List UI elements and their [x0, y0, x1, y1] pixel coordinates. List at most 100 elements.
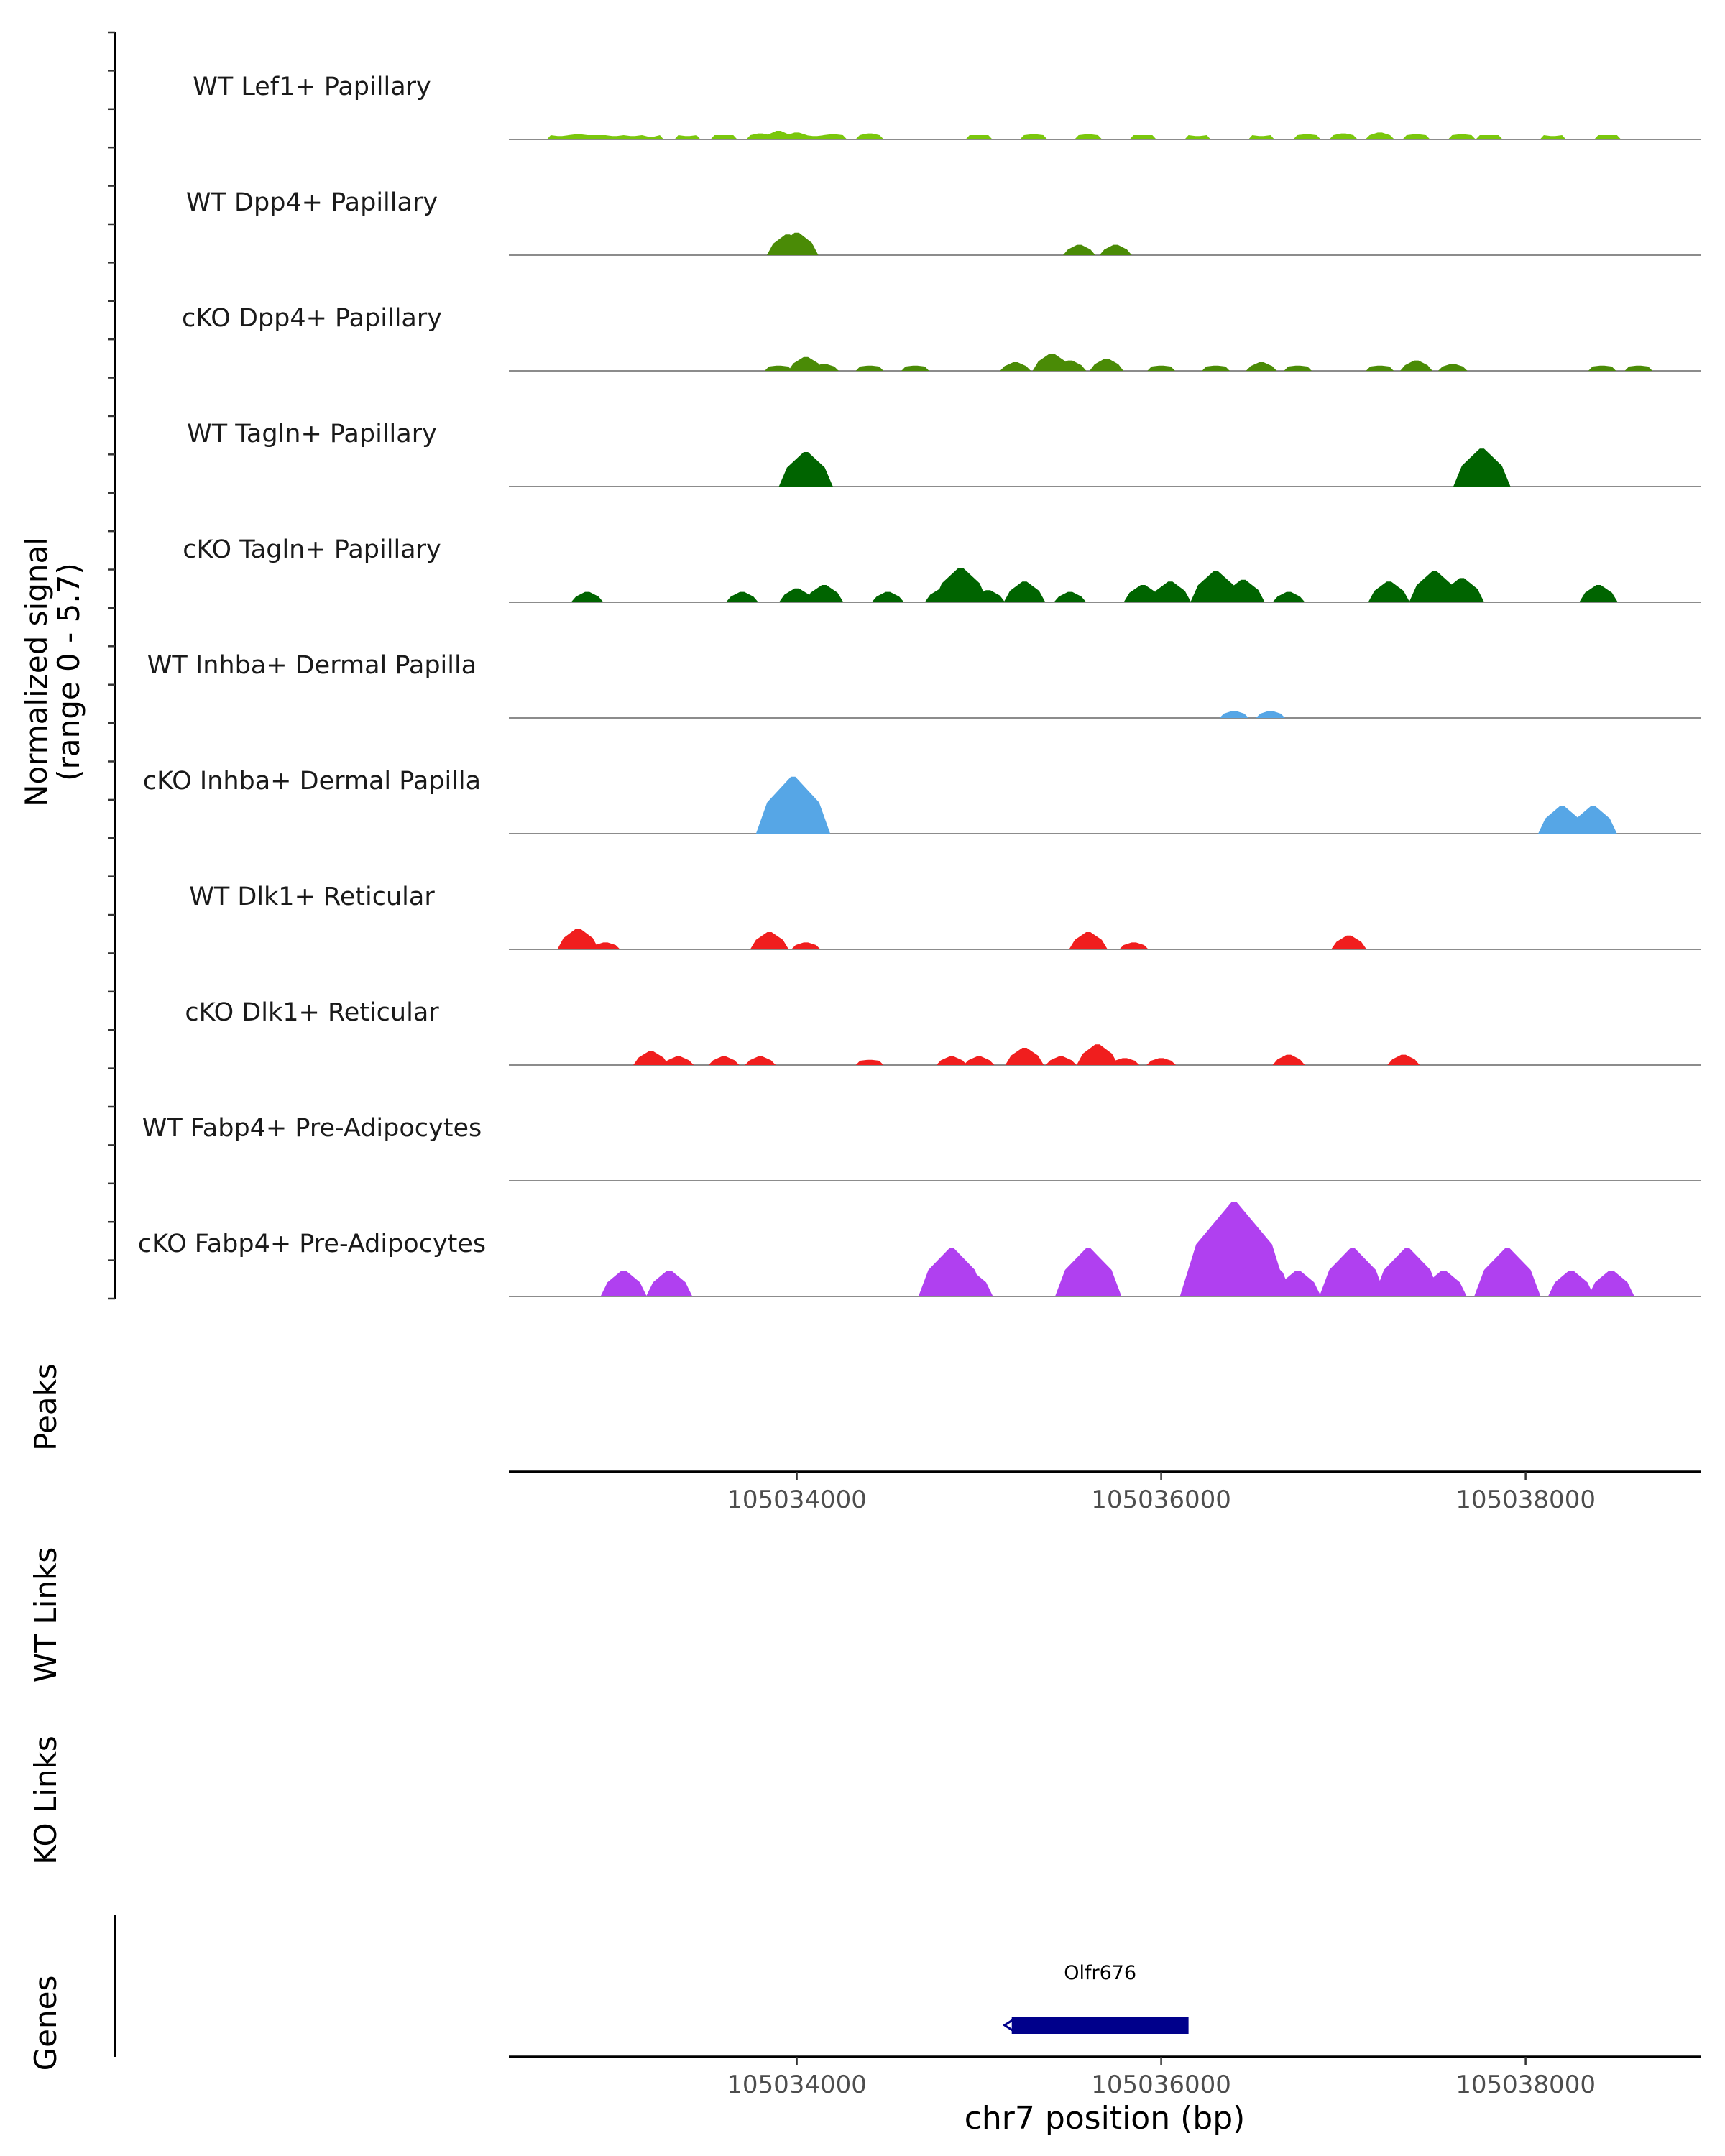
signal-peak	[1540, 135, 1566, 139]
track-label: cKO Dpp4+ Papillary	[182, 304, 442, 333]
signal-peak	[1365, 132, 1395, 139]
signal-peak	[1045, 1056, 1077, 1065]
peaks-x-tick-label: 105034000	[727, 1485, 867, 1514]
signal-peak	[775, 232, 819, 255]
signal-peak	[965, 135, 993, 139]
genes-x-tick-label: 105036000	[1091, 2070, 1231, 2099]
signal-peak	[1476, 135, 1503, 139]
signal-peak	[1624, 365, 1653, 371]
signal-peak	[1000, 362, 1031, 371]
signal-peak	[855, 1059, 884, 1065]
genes-x-tick-label: 105034000	[727, 2070, 867, 2099]
signal-peak	[726, 591, 758, 602]
track-label: cKO Inhba+ Dermal Papilla	[143, 767, 481, 796]
gene-strand-arrow	[1002, 2017, 1016, 2033]
signal-peak	[750, 932, 789, 949]
signal-peak	[1063, 244, 1095, 255]
genes-x-tick-label: 105038000	[1455, 2070, 1596, 2099]
signal-peak	[1331, 935, 1367, 949]
signal-peak	[934, 568, 988, 602]
signal-peak	[663, 1056, 694, 1065]
signal-peak	[1569, 806, 1617, 834]
track-label: WT Inhba+ Dermal Papilla	[147, 651, 477, 680]
signal-peak	[1293, 134, 1321, 139]
signal-peak	[791, 942, 821, 949]
signal-peak	[1119, 942, 1149, 949]
signal-peak	[1474, 1248, 1541, 1296]
signal-peak	[1329, 133, 1358, 139]
gene-label: Olfr676	[1064, 1962, 1136, 1984]
track-label: WT Dpp4+ Papillary	[186, 188, 438, 217]
track-6: cKO Inhba+ Dermal Papilla	[143, 767, 1701, 834]
track-5: WT Inhba+ Dermal Papilla	[147, 651, 1701, 719]
signal-peak	[1005, 1048, 1044, 1065]
signal-peak	[871, 591, 904, 602]
signal-peak	[755, 776, 831, 834]
signal-peak	[1129, 135, 1156, 139]
signal-peak	[1054, 360, 1087, 371]
track-label: WT Fabp4+ Pre-Adipocytes	[142, 1114, 482, 1143]
track-label: WT Tagln+ Papillary	[187, 420, 437, 448]
signal-peak	[1019, 134, 1048, 139]
track-label: cKO Dlk1+ Reticular	[185, 998, 439, 1027]
signal-peak	[571, 591, 604, 602]
track-label: WT Lef1+ Papillary	[193, 73, 431, 101]
genes-panel-label: Genes	[28, 1976, 63, 2071]
signal-peak	[1221, 579, 1265, 602]
track-label: WT Dlk1+ Reticular	[189, 883, 435, 911]
signal-peak	[1374, 1248, 1441, 1296]
signal-peak	[901, 365, 929, 371]
track-label: cKO Tagln+ Papillary	[183, 535, 441, 564]
signal-axis-title: Normalized signal	[19, 537, 54, 807]
x-axis-title: chr7 position (bp)	[965, 2100, 1246, 2137]
signal-peak	[645, 1271, 693, 1296]
signal-peak	[855, 365, 884, 371]
gene-body	[1011, 2017, 1189, 2034]
signal-peak	[1319, 1248, 1386, 1296]
signal-peak	[710, 135, 737, 139]
signal-peak	[764, 365, 793, 371]
signal-peak	[1147, 365, 1175, 371]
signal-peak	[1420, 1271, 1467, 1296]
signal-peak	[971, 590, 1006, 602]
track-7: WT Dlk1+ Reticular	[189, 883, 1701, 950]
signal-peak	[1366, 365, 1394, 371]
signal-peak	[1274, 1271, 1321, 1296]
signal-peak	[947, 1271, 993, 1296]
signal-peak	[1579, 585, 1618, 602]
wt-links-panel-label: WT Links	[28, 1547, 63, 1682]
signal-peak	[1439, 578, 1485, 602]
signal-peak	[600, 1271, 647, 1296]
signal-peak	[1146, 1058, 1176, 1065]
gene-track: Olfr676	[1002, 1962, 1189, 2034]
signal-peak	[1074, 134, 1103, 139]
peaks-panel-label: Peaks	[28, 1363, 63, 1451]
signal-peak	[1248, 135, 1275, 139]
signal-peak	[1003, 581, 1046, 602]
signal-peak	[1230, 1253, 1293, 1296]
signal-peak	[1272, 1054, 1305, 1065]
track-10: cKO Fabp4+ Pre-Adipocytes	[138, 1202, 1701, 1297]
signal-peak	[591, 942, 620, 949]
signal-peak	[1246, 362, 1277, 371]
signal-peak	[809, 364, 839, 371]
signal-peak	[1453, 448, 1511, 487]
signal-peak	[1069, 932, 1108, 949]
coverage-tracks: WT Lef1+ Papillary WT Dpp4+ Papillary cKO …	[138, 73, 1701, 1297]
signal-peak	[1054, 1248, 1122, 1296]
signal-peak	[1089, 359, 1124, 371]
peaks-x-tick-label: 105036000	[1091, 1485, 1231, 1514]
signal-peak	[745, 1056, 776, 1065]
signal-peak	[1099, 244, 1132, 255]
ko-links-panel-label: KO Links	[28, 1736, 63, 1865]
signal-peak	[1368, 581, 1410, 602]
signal-peak	[1284, 365, 1312, 371]
signal-peak	[1219, 711, 1249, 718]
signal-peak	[855, 133, 884, 139]
track-1: WT Dpp4+ Papillary	[186, 188, 1701, 256]
track-8: cKO Dlk1+ Reticular	[185, 998, 1701, 1066]
track-4: cKO Tagln+ Papillary	[183, 535, 1701, 603]
genes-x-axis: 105034000 105036000 105038000	[509, 2055, 1701, 2099]
signal-peak	[1184, 135, 1211, 139]
signal-peak	[778, 588, 815, 602]
